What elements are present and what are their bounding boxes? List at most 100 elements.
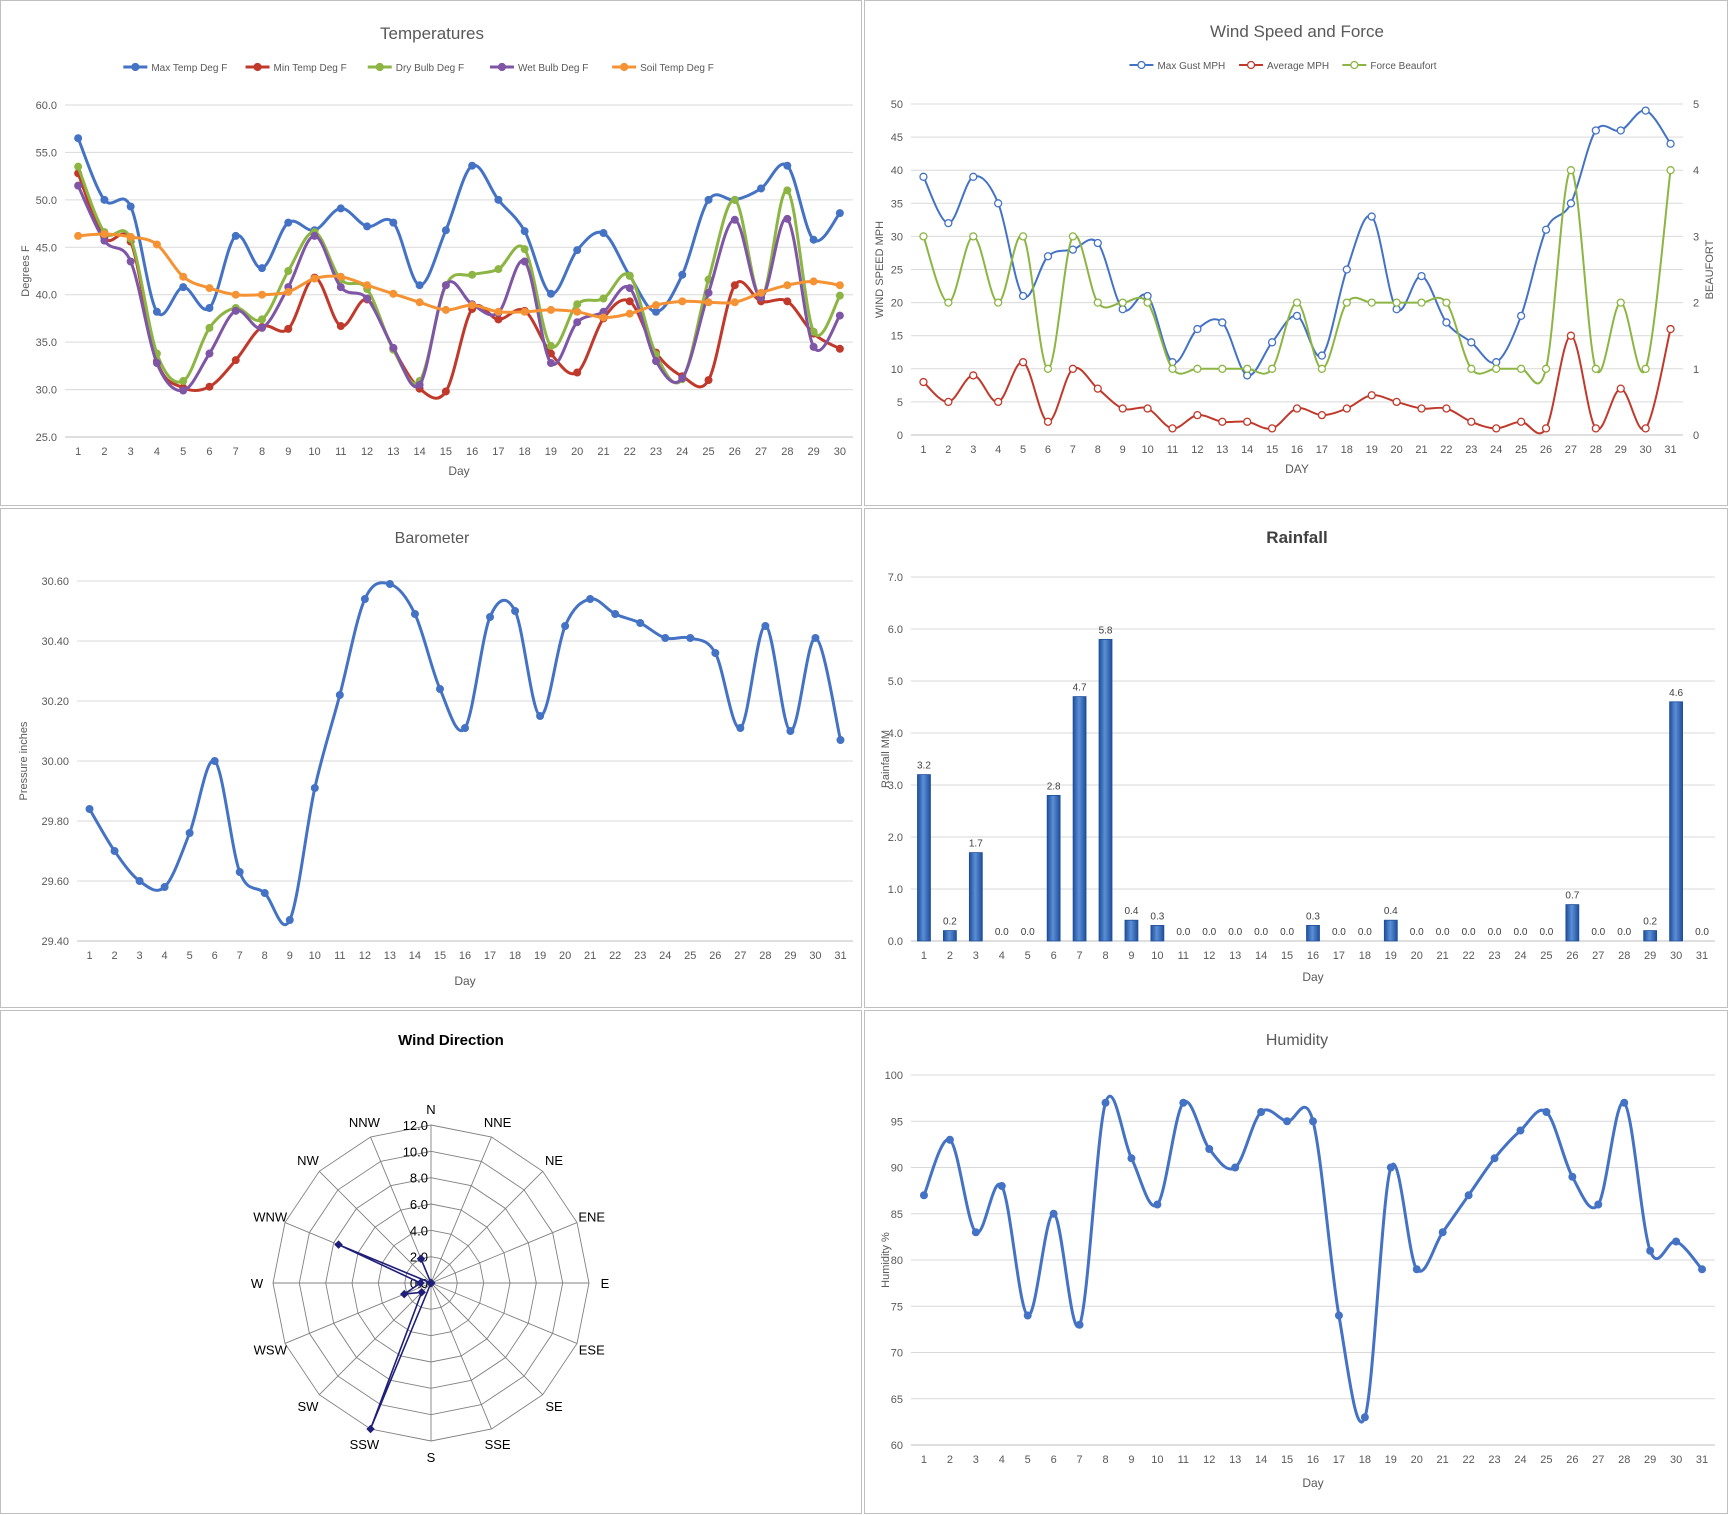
x-tick-label: 19: [1385, 950, 1397, 962]
rainfall-chart: Rainfall 0.0 1.0 2.0 3.0 4.0 5.0 6.0 7.0 3.2 1 0.2 2…: [864, 508, 1728, 1008]
data-point: [1317, 351, 1327, 360]
x-tick-label: 17: [492, 446, 504, 458]
data-point: [1417, 298, 1426, 307]
x-tick-label: 21: [584, 950, 596, 962]
x-tick-label: 26: [1566, 1454, 1578, 1466]
data-point: [389, 343, 398, 352]
barometer-chart-svg: Barometer 29.40 29.60 29.80 30.00 30.20 30.40 3…: [18, 530, 853, 988]
data-point: [1179, 1098, 1188, 1107]
y-tick-label: 60.0: [36, 100, 57, 112]
data-point: [1257, 1108, 1266, 1116]
x-tick-label: 21: [597, 446, 609, 458]
radial-tick-label: 8.0: [410, 1171, 428, 1186]
data-point: [1442, 298, 1451, 307]
radar-spoke: [430, 1170, 544, 1284]
rainfall-bar: [1643, 930, 1658, 942]
temperatures-chart: Temperatures 25.0 30.0 35.0 40.0 45.0 50.0 55.0…: [0, 0, 862, 506]
data-point: [704, 298, 713, 307]
x-tick-label: 27: [734, 950, 746, 962]
data-point: [809, 342, 818, 351]
data-point: [363, 222, 372, 231]
data-point: [1442, 318, 1451, 327]
x-tick-label: 16: [459, 950, 471, 962]
legend-label: Max Temp Deg F: [151, 63, 227, 74]
data-point: [1442, 404, 1451, 413]
data-point: [1334, 1311, 1343, 1320]
radar-data-point: [334, 1240, 343, 1249]
y-tick-label: 10: [891, 364, 903, 376]
data-point: [1616, 384, 1625, 393]
x-tick-label: 30: [1640, 444, 1652, 456]
data-point: [994, 199, 1003, 208]
x-tick-label: 10: [309, 950, 321, 962]
legend-label: Min Temp Deg F: [274, 63, 347, 74]
data-point: [336, 283, 345, 292]
data-point: [1392, 298, 1401, 307]
data-point: [1309, 1117, 1317, 1126]
x-tick-label: 22: [1440, 444, 1452, 456]
radar-spoke: [430, 1282, 492, 1430]
y-tick-label: 80: [891, 1255, 903, 1267]
rainfall-bar: [1046, 794, 1061, 942]
x-tick-label: 9: [287, 950, 293, 962]
x-axis-label: Day: [1302, 1476, 1323, 1490]
x-tick-label: 23: [634, 950, 646, 962]
humidity-chart: Humidity 60 65 70 75 80 85 90 95 100 1 2 3 4 5 6 7 8 9 10 11…: [864, 1010, 1728, 1514]
rainfall-bar: [917, 774, 931, 942]
data-point: [1043, 252, 1053, 261]
x-tick-label: 12: [361, 446, 373, 458]
data-point: [179, 283, 188, 292]
x-tick-label: 27: [1592, 1454, 1604, 1466]
wind-direction-chart-svg: Wind Direction N NNE NE ENE E ESE SE SSE S SSW SW WS…: [251, 1032, 610, 1465]
data-point: [363, 281, 372, 290]
data-point: [599, 313, 608, 322]
legend-label: Soil Temp Deg F: [640, 63, 714, 74]
x-tick-label: 25: [684, 950, 696, 962]
data-point: [625, 284, 634, 293]
data-point: [1292, 298, 1302, 307]
y-tick-label: 29.60: [41, 876, 69, 888]
data-point: [757, 288, 766, 297]
y2-tick-label: 4: [1693, 165, 1699, 177]
x-tick-label: 22: [609, 950, 621, 962]
data-point: [152, 307, 161, 316]
chart-title: Wind Speed and Force: [1210, 22, 1384, 41]
data-point: [1541, 225, 1551, 234]
legend-label: Wet Bulb Deg F: [518, 63, 588, 74]
data-point: [1392, 305, 1401, 314]
data-point: [1018, 358, 1028, 367]
x-tick-label: 24: [1490, 444, 1502, 456]
x-tick-label: 26: [1540, 444, 1552, 456]
x-tick-label: 11: [1167, 444, 1178, 456]
y-tick-label: 55.0: [36, 147, 57, 159]
legend-marker: [1246, 60, 1256, 70]
direction-label: SSE: [485, 1437, 511, 1452]
data-point: [284, 218, 293, 227]
x-tick-label: 5: [180, 446, 186, 458]
data-point: [1127, 1154, 1136, 1163]
data-label: 0.3: [1306, 911, 1320, 922]
data-point: [389, 289, 398, 298]
x-tick-label: 12: [1203, 950, 1215, 962]
data-point: [994, 298, 1003, 307]
y-tick-label: 45: [891, 132, 903, 144]
data-point: [1438, 1228, 1447, 1237]
data-point: [1641, 364, 1650, 373]
data-label: 2.8: [1047, 781, 1061, 792]
data-point: [546, 359, 555, 368]
data-point: [730, 281, 739, 290]
data-point: [1367, 212, 1376, 221]
data-point: [704, 195, 713, 204]
x-tick-label: 5: [1025, 950, 1031, 962]
x-tick-label: 23: [1488, 1454, 1500, 1466]
x-tick-label: 11: [335, 446, 346, 458]
data-point: [1243, 417, 1252, 426]
chart-title: Barometer: [395, 530, 470, 547]
data-label: 0.0: [1436, 927, 1450, 938]
y-tick-label: 90: [891, 1163, 903, 1175]
data-point: [494, 307, 503, 316]
data-point: [100, 230, 109, 239]
x-tick-label: 8: [1102, 1454, 1108, 1466]
data-label: 0.0: [1176, 927, 1190, 938]
y-tick-label: 50.0: [36, 195, 57, 207]
